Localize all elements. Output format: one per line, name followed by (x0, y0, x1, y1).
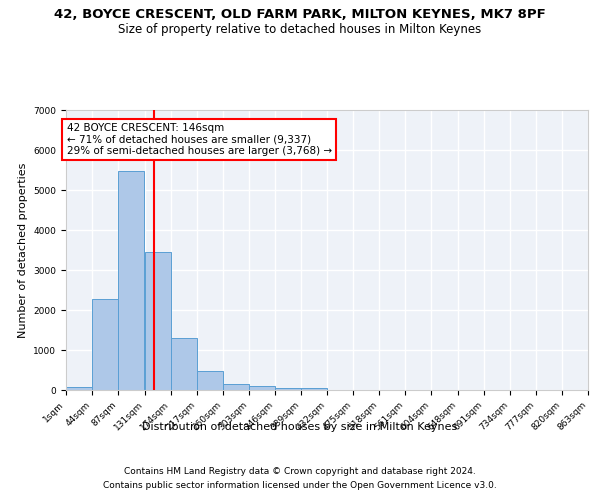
Text: 42, BOYCE CRESCENT, OLD FARM PARK, MILTON KEYNES, MK7 8PF: 42, BOYCE CRESCENT, OLD FARM PARK, MILTO… (54, 8, 546, 20)
Bar (275, 388, 301, 390)
Bar (118, 171, 144, 390)
Bar (145, 252, 171, 390)
Text: Distribution of detached houses by size in Milton Keynes: Distribution of detached houses by size … (142, 422, 458, 432)
Y-axis label: Number of detached properties: Number of detached properties (18, 162, 28, 338)
Bar (66, 387, 92, 390)
Text: Size of property relative to detached houses in Milton Keynes: Size of property relative to detached ho… (118, 22, 482, 36)
Bar (92, 299, 118, 390)
Bar (301, 388, 327, 390)
Text: 42 BOYCE CRESCENT: 146sqm
← 71% of detached houses are smaller (9,337)
29% of se: 42 BOYCE CRESCENT: 146sqm ← 71% of detac… (67, 123, 332, 156)
Bar (171, 338, 197, 390)
Bar (223, 384, 249, 390)
Text: Contains HM Land Registry data © Crown copyright and database right 2024.: Contains HM Land Registry data © Crown c… (124, 468, 476, 476)
Bar (249, 386, 275, 390)
Text: Contains public sector information licensed under the Open Government Licence v3: Contains public sector information licen… (103, 481, 497, 490)
Bar (197, 371, 223, 390)
